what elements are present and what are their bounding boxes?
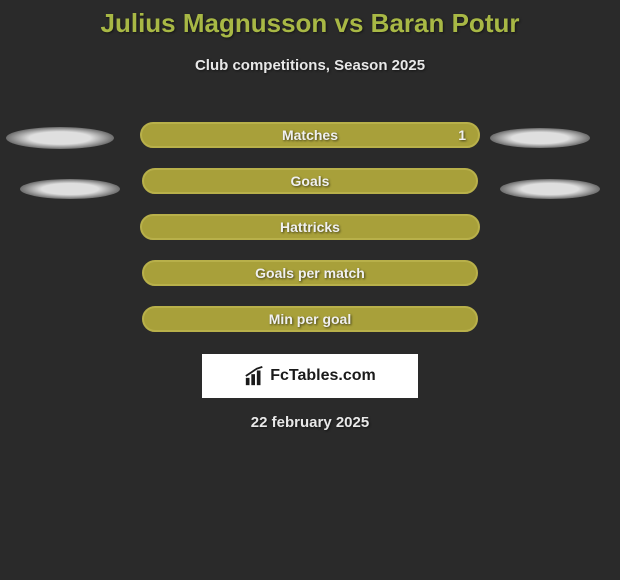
stats-area: Matches 1 Goals Hattricks Goals per matc… xyxy=(0,112,620,342)
stat-bar: Matches 1 xyxy=(140,122,480,148)
stat-label: Goals per match xyxy=(255,265,365,281)
stat-row-goals: Goals xyxy=(0,158,620,204)
comparison-title: Julius Magnusson vs Baran Potur xyxy=(0,0,620,39)
logo-content: FcTables.com xyxy=(244,365,376,387)
stat-value-right: 1 xyxy=(458,127,466,143)
logo-text: FcTables.com xyxy=(270,367,376,385)
stat-label: Min per goal xyxy=(269,311,351,327)
infographic-container: Julius Magnusson vs Baran Potur Club com… xyxy=(0,0,620,580)
subtitle: Club competitions, Season 2025 xyxy=(0,57,620,74)
stat-row-hattricks: Hattricks xyxy=(0,204,620,250)
stat-row-goals-per-match: Goals per match xyxy=(0,250,620,296)
stat-bar: Hattricks xyxy=(140,214,480,240)
stat-row-min-per-goal: Min per goal xyxy=(0,296,620,342)
stat-label: Goals xyxy=(291,173,330,189)
logo-box: FcTables.com xyxy=(202,354,418,398)
stat-bar: Min per goal xyxy=(142,306,478,332)
chart-icon xyxy=(244,365,266,387)
stat-label: Hattricks xyxy=(280,219,340,235)
date-text: 22 february 2025 xyxy=(0,414,620,431)
stat-label: Matches xyxy=(282,127,338,143)
stat-bar: Goals xyxy=(142,168,478,194)
stat-bar: Goals per match xyxy=(142,260,478,286)
stat-row-matches: Matches 1 xyxy=(0,112,620,158)
